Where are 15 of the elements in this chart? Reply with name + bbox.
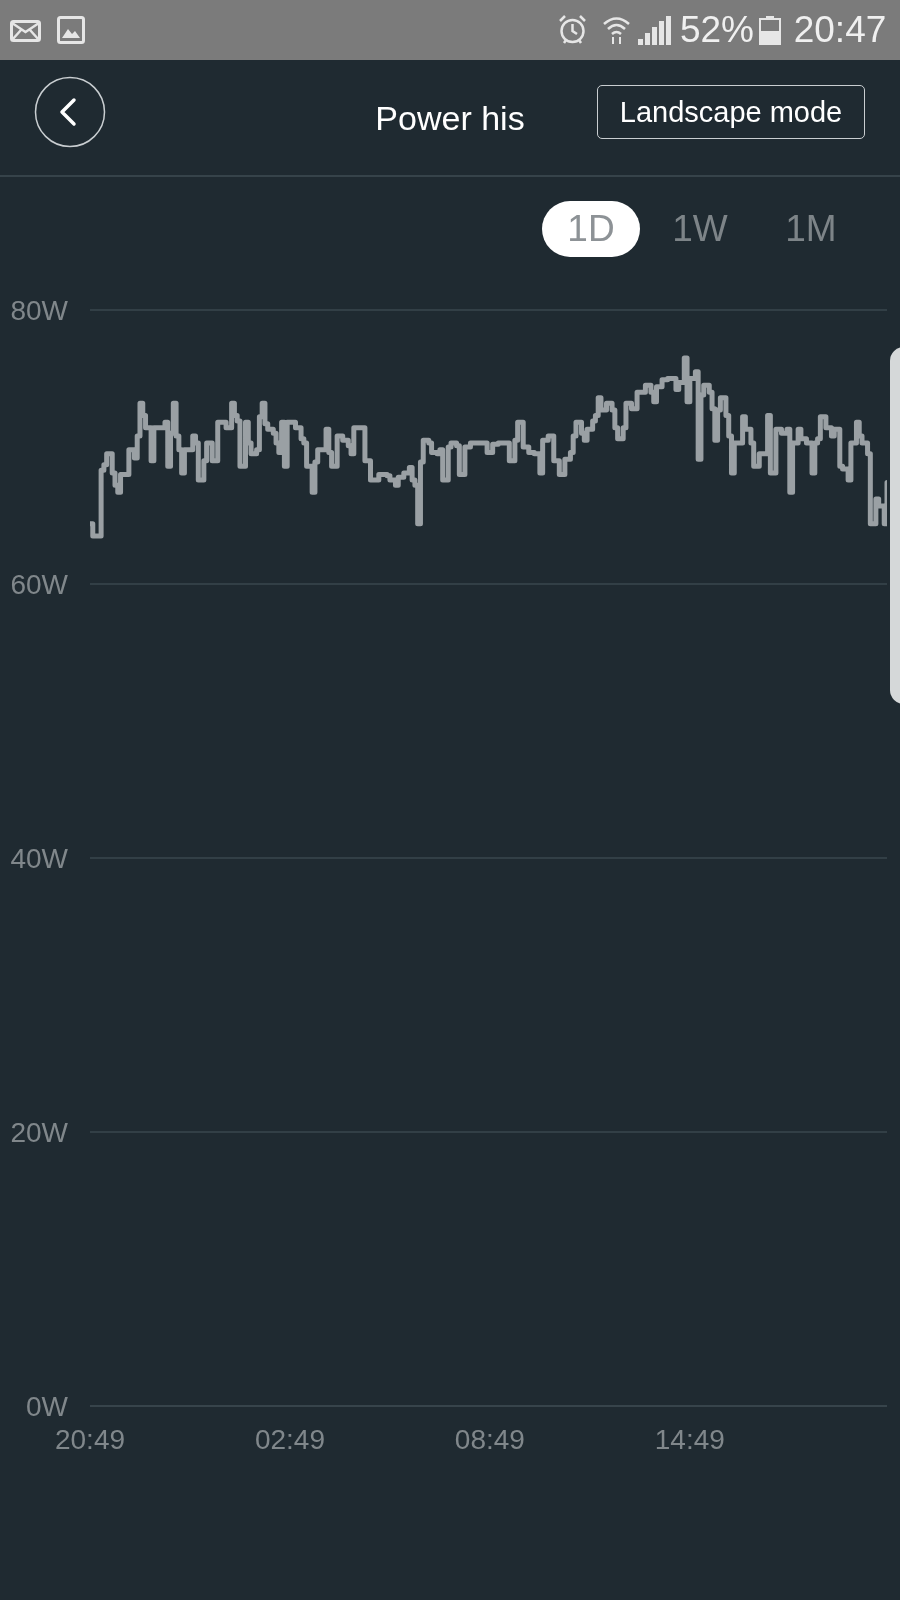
x-tick-label: 08:49: [454, 1423, 525, 1455]
text: 1M: [784, 207, 838, 251]
x-tick-label: 02:49: [254, 1423, 325, 1455]
x-tick-label: 14:49: [654, 1423, 725, 1455]
x-tick-label: 20:49: [54, 1423, 126, 1455]
y-tick-label: 80W: [10, 294, 69, 326]
tab-pill: 1D: [542, 201, 640, 257]
y-tick-label: 40W: [10, 842, 69, 874]
chart-title: Power his: [374, 98, 526, 139]
status-bar: 52% 20:47: [0, 0, 900, 60]
y-tick-label: 0W: [26, 1390, 69, 1422]
y-tick-label: 60W: [10, 568, 69, 600]
text: 1W: [671, 207, 729, 251]
y-tick-label: 20W: [10, 1116, 69, 1148]
landscape-button: Landscape mode: [597, 85, 865, 139]
